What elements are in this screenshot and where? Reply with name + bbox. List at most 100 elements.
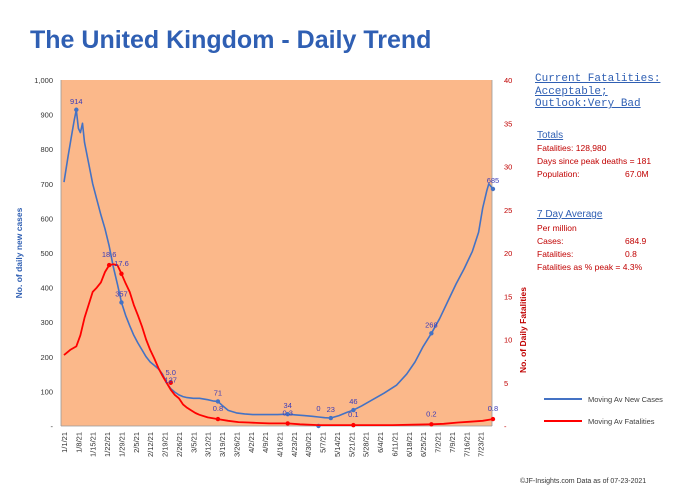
legend-item-cases: Moving Av New Cases xyxy=(544,393,663,405)
per-million-label: Per million xyxy=(537,223,577,233)
totals-days-since-peak: Days since peak deaths = 181 xyxy=(537,156,652,166)
y-left-tick-label: 900 xyxy=(40,111,53,120)
fatalities-point xyxy=(490,416,496,422)
status-line-2: Acceptable; xyxy=(535,85,608,98)
cases-data-label: 268 xyxy=(425,320,438,329)
plot-area xyxy=(61,80,492,426)
fatalities-data-label: 0.8 xyxy=(213,404,223,413)
x-tick-label: 2/19/21 xyxy=(161,432,170,457)
cases-point xyxy=(285,412,290,417)
y-right-tick-label: 10 xyxy=(504,336,512,345)
x-tick: 1/1/21 xyxy=(60,432,69,453)
cases-data-label: 34 xyxy=(284,401,292,410)
cases-line xyxy=(63,109,494,419)
fatalities-point xyxy=(285,421,290,426)
y-right-tick-label: 25 xyxy=(504,206,512,215)
x-tick: 4/30/21 xyxy=(304,432,313,457)
x-tick: 1/15/21 xyxy=(89,432,98,457)
cases-data-label: 71 xyxy=(214,388,222,397)
x-tick-label: 5/7/21 xyxy=(319,432,328,453)
x-tick-label: 3/19/21 xyxy=(218,432,227,457)
cases-data-label: 357 xyxy=(115,289,128,298)
x-tick: 3/5/21 xyxy=(189,432,198,453)
legend-item-fatalities: Moving Av Fatalities xyxy=(544,415,663,427)
y-right-tick-label: 15 xyxy=(504,292,512,301)
x-tick-label: 5/14/21 xyxy=(333,432,342,457)
totals-fatalities: Fatalities: 128,980 xyxy=(537,143,607,153)
fatalities-point xyxy=(215,416,221,422)
y-left-tick-label: 700 xyxy=(40,180,53,189)
x-tick: 2/12/21 xyxy=(146,432,155,457)
x-tick-label: 2/5/21 xyxy=(132,432,141,453)
x-tick-label: 4/23/21 xyxy=(290,432,299,457)
x-tick: 1/29/21 xyxy=(117,432,126,457)
x-tick: 7/23/21 xyxy=(477,432,486,457)
y-left-tick-label: 200 xyxy=(40,353,53,362)
x-tick: 4/16/21 xyxy=(276,432,285,457)
status-line-3: Outlook:Very Bad xyxy=(535,98,641,110)
fatalities-point xyxy=(106,262,112,268)
fatalities-point xyxy=(351,422,356,428)
x-tick: 2/26/21 xyxy=(175,432,184,457)
x-tick: 6/11/21 xyxy=(390,432,399,456)
y-right-tick-label: 30 xyxy=(504,163,512,172)
fatalities-point xyxy=(168,380,173,385)
cases-point xyxy=(328,415,334,421)
x-tick: 5/7/21 xyxy=(319,432,328,453)
x-tick: 6/18/21 xyxy=(405,432,414,457)
x-tick-label: 7/9/21 xyxy=(448,432,457,453)
x-tick: 6/25/21 xyxy=(419,432,428,457)
y-left-tick-label: 600 xyxy=(40,214,53,223)
fatalities-data-label: 5.0 xyxy=(166,368,176,377)
cases-data-label: 685 xyxy=(487,176,500,185)
x-tick-label: 2/26/21 xyxy=(175,432,184,457)
cases-data-label: 46 xyxy=(349,397,357,406)
x-tick-label: 5/28/21 xyxy=(362,432,371,457)
fatalities-pct-peak: Fatalities as % peak = 4.3% xyxy=(537,262,643,272)
x-tick-label: 1/1/21 xyxy=(60,432,69,453)
legend-label-fatalities: Moving Av Fatalities xyxy=(588,416,655,426)
cases-value: 684.9 xyxy=(625,236,647,246)
x-tick-label: 4/16/21 xyxy=(276,432,285,457)
status-box: Current Fatalities: Acceptable; Outlook:… xyxy=(535,73,660,111)
x-tick: 7/9/21 xyxy=(448,432,457,453)
x-tick-label: 6/4/21 xyxy=(376,432,385,453)
x-tick: 5/14/21 xyxy=(333,432,342,457)
y-left-tick-label: 800 xyxy=(40,145,53,154)
y-right-tick-label: 35 xyxy=(504,119,512,128)
x-tick-label: 4/9/21 xyxy=(261,432,270,453)
cases-point xyxy=(119,300,124,305)
legend-swatch-fatalities xyxy=(544,420,582,422)
fatalities-point xyxy=(429,422,434,427)
seven-day-box: Per million Cases: 684.9 Fatalities: 0.8 F… xyxy=(537,222,646,274)
x-tick: 4/23/21 xyxy=(290,432,299,457)
x-tick: 6/4/21 xyxy=(376,432,385,453)
seven-day-heading: 7 Day Average xyxy=(537,209,603,220)
y-left-tick-label: 400 xyxy=(40,284,53,293)
cases-point xyxy=(215,399,221,404)
cases-data-label: 23 xyxy=(327,405,335,414)
y-right-tick-label: 5 xyxy=(504,379,508,388)
population-label: Population: xyxy=(537,169,580,179)
cases-data-label: 127 xyxy=(164,376,177,385)
cases-data-label: 914 xyxy=(70,97,83,106)
totals-box: Fatalities: 128,980 Days since peak deat… xyxy=(537,142,651,181)
x-tick-label: 3/26/21 xyxy=(232,432,241,457)
x-tick-label: 6/25/21 xyxy=(419,432,428,457)
chart-title: The United Kingdom - Daily Trend xyxy=(30,26,432,54)
x-tick-label: 1/8/21 xyxy=(74,432,83,453)
y-left-tick-label: 300 xyxy=(40,318,53,327)
x-tick-label: 1/22/21 xyxy=(103,432,112,457)
x-tick: 3/12/21 xyxy=(204,432,213,457)
x-tick-label: 2/12/21 xyxy=(146,432,155,457)
fatalities-data-label: 0.3 xyxy=(282,408,292,417)
fatalities-data-label: 0.1 xyxy=(348,410,358,419)
fatalities-label: Fatalities: xyxy=(537,249,574,259)
cases-point xyxy=(429,331,434,336)
x-tick: 5/21/21 xyxy=(347,432,356,457)
y-left-tick-label: - xyxy=(51,422,54,431)
fatalities-data-label: 18.6 xyxy=(102,250,117,259)
x-tick-label: 7/23/21 xyxy=(477,432,486,457)
x-tick: 4/9/21 xyxy=(261,432,270,453)
